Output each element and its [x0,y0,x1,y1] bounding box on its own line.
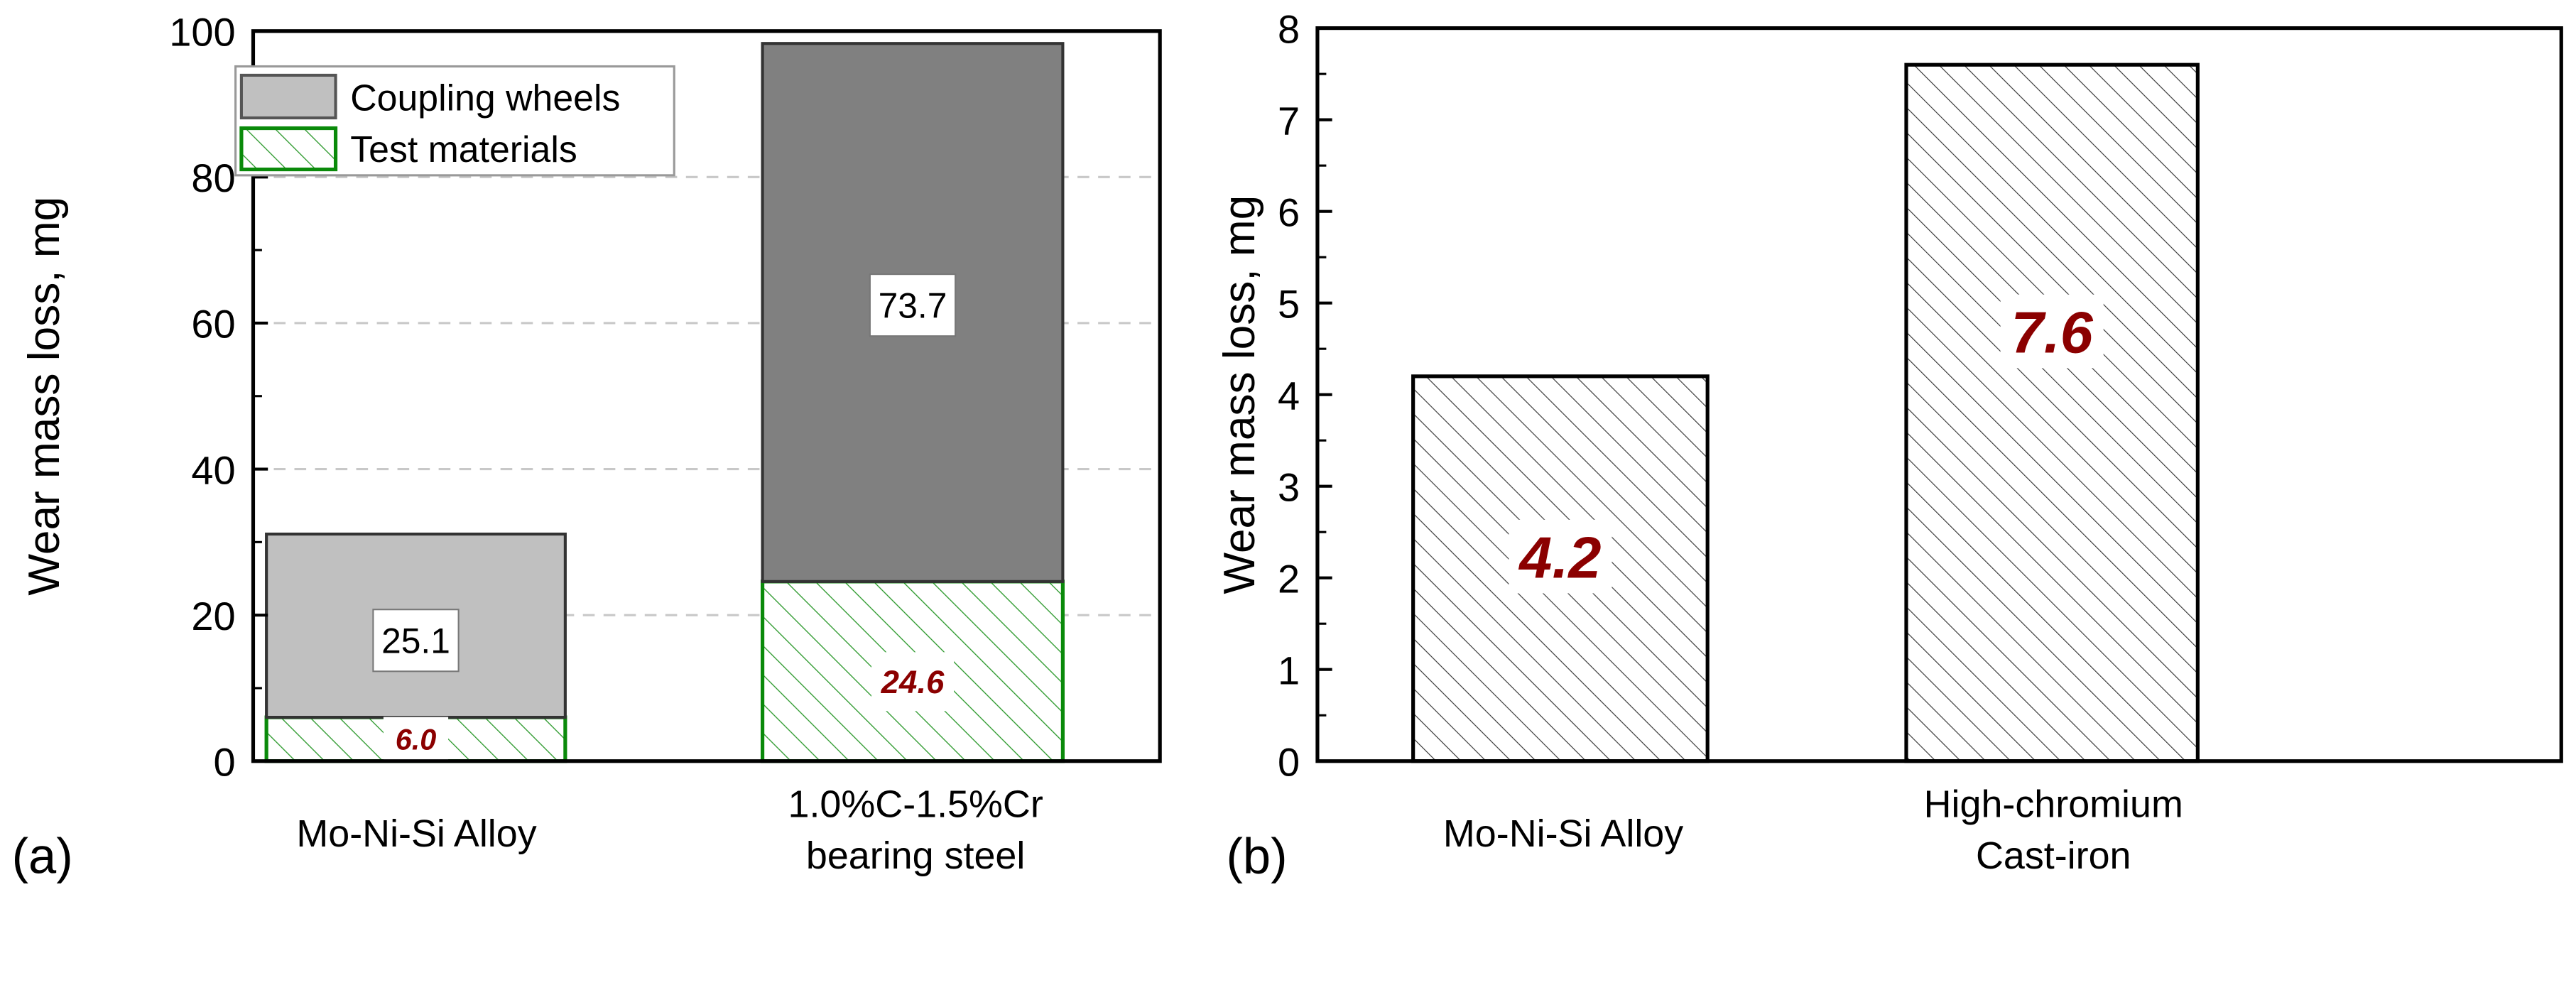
panel-label: (a) [12,827,73,883]
data-label-box [871,652,955,712]
data-label-box [869,273,957,337]
legend-label: Test materials [350,129,577,170]
y-tick-label: 6 [1278,190,1300,234]
data-label: 73.7 [879,286,947,326]
data-label: 24.6 [881,664,945,700]
y-tick-label: 100 [169,9,235,54]
panel-label: (b) [1226,827,1287,883]
y-tick-label: 8 [1278,6,1300,51]
y-tick-label: 2 [1278,556,1300,601]
data-label: 6.0 [396,723,437,756]
x-category-label: bearing steel [806,834,1026,877]
legend-label: Coupling wheels [350,77,620,119]
y-axis-title: Wear mass loss, mg [20,197,69,596]
y-axis-title: Wear mass loss, mg [1215,195,1264,594]
x-category-label: Mo-Ni-Si Alloy [1443,812,1683,855]
x-category-label: Cast-iron [1976,834,2131,877]
y-tick-label: 5 [1278,281,1300,326]
x-category-label: High-chromium [1924,783,2183,826]
x-category-label: Mo-Ni-Si Alloy [296,812,536,855]
legend-swatch-test-materials [239,126,338,172]
panel-b-chart: 4.2 7.6 0 1 2 3 4 5 6 7 8 Wear mass loss, mg Mo-Ni-S… [1215,6,2563,883]
legend-swatch-coupling-wheels [239,73,337,120]
y-tick-label: 40 [191,447,235,492]
y-tick-label: 3 [1278,464,1300,509]
y-tick-label: 4 [1278,373,1300,418]
y-tick-label: 0 [1278,739,1300,784]
y-tick-label: 60 [191,302,235,347]
panel-a-chart: 25.1 6.0 73.7 24.6 0 20 40 60 80 100 Wear mass los… [12,9,1162,883]
data-label: 25.1 [381,621,450,661]
legend: Coupling wheels Test materials [234,65,675,177]
data-label-box [2000,294,2104,369]
bar [1904,62,2200,763]
y-tick-label: 1 [1278,648,1300,692]
data-label-box [1509,519,1612,594]
data-label-box [372,609,460,673]
y-tick-label: 20 [191,594,235,638]
x-category-label: 1.0%C-1.5%Cr [788,783,1043,826]
data-label: 7.6 [2011,299,2094,365]
y-tick-label: 7 [1278,98,1300,143]
data-label-box [383,717,449,761]
y-tick-label: 80 [191,156,235,200]
data-label: 4.2 [1518,525,1601,591]
y-tick-label: 0 [213,739,235,784]
